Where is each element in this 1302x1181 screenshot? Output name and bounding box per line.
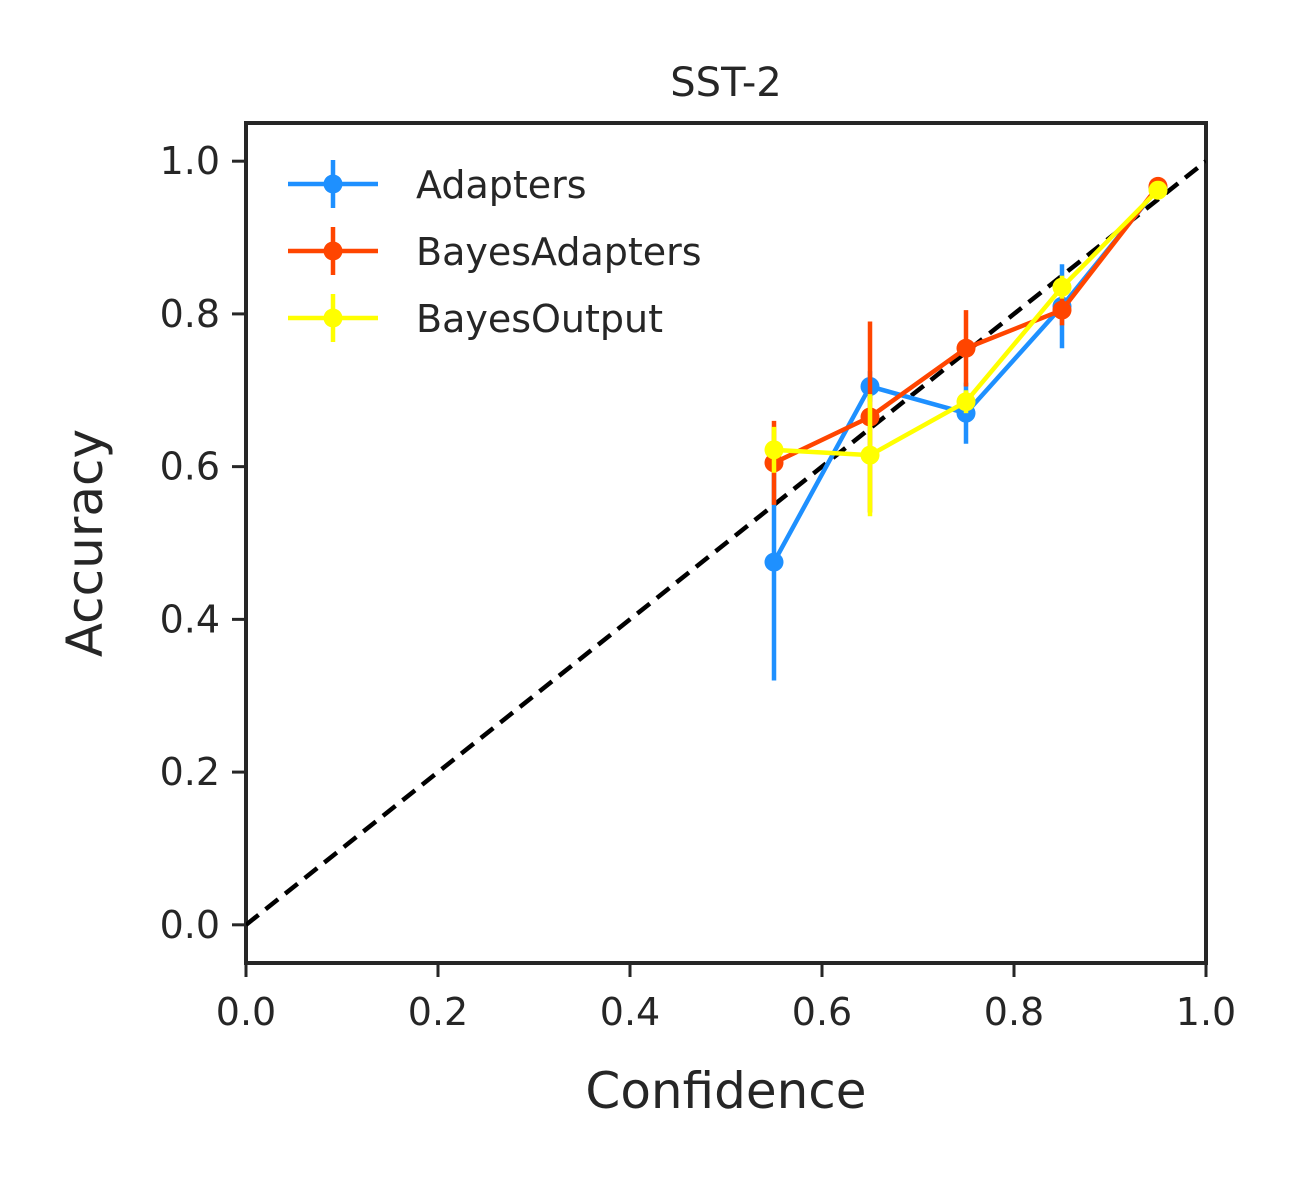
data-point — [764, 552, 784, 572]
legend-label: BayesOutput — [416, 297, 663, 341]
y-axis-label: Accuracy — [56, 429, 114, 657]
legend-label: Adapters — [416, 163, 587, 207]
legend-marker — [323, 241, 343, 261]
data-point — [956, 392, 976, 412]
plot-frame — [244, 121, 1208, 965]
chart-title: SST-2 — [670, 60, 781, 106]
data-point — [860, 445, 880, 465]
x-tick-label: 0.4 — [600, 990, 660, 1034]
data-point — [764, 440, 784, 460]
y-tick-label: 0.6 — [160, 445, 220, 489]
y-tick-label: 0.8 — [160, 292, 220, 336]
data-layer — [246, 159, 1206, 927]
legend-item-bayesadapters: BayesAdapters — [288, 227, 702, 275]
y-tick-label: 0.0 — [160, 903, 220, 947]
x-tick-label: 1.0 — [1176, 990, 1236, 1034]
x-tick-label: 0.6 — [792, 990, 852, 1034]
plot-area: 0.0 0.2 0.4 0.6 0.8 1.0 0.0 0.2 0.4 0.6 0.8 1.0 — [160, 121, 1236, 1034]
data-point — [1148, 180, 1168, 200]
legend-item-bayesoutput: BayesOutput — [288, 294, 663, 342]
y-tick-label: 0.4 — [160, 597, 220, 641]
data-point — [1052, 277, 1072, 297]
legend-item-adapters: Adapters — [288, 160, 587, 208]
y-tick-label: 0.2 — [160, 750, 220, 794]
y-tick-label: 1.0 — [160, 139, 220, 183]
x-tick-label: 0.0 — [216, 990, 276, 1034]
data-point — [956, 338, 976, 358]
perfect-calibration-line — [246, 159, 1206, 927]
legend-label: BayesAdapters — [416, 230, 702, 274]
x-tick-label: 0.2 — [408, 990, 468, 1034]
legend: Adapters BayesAdapters BayesOutput — [288, 160, 702, 342]
series-bayesoutput — [764, 180, 1168, 517]
series-bayesadapters — [764, 176, 1168, 513]
data-point — [1052, 300, 1072, 320]
legend-marker — [323, 308, 343, 328]
legend-marker — [323, 174, 343, 194]
x-axis-label: Confidence — [585, 1062, 866, 1120]
x-tick-label: 0.8 — [984, 990, 1044, 1034]
